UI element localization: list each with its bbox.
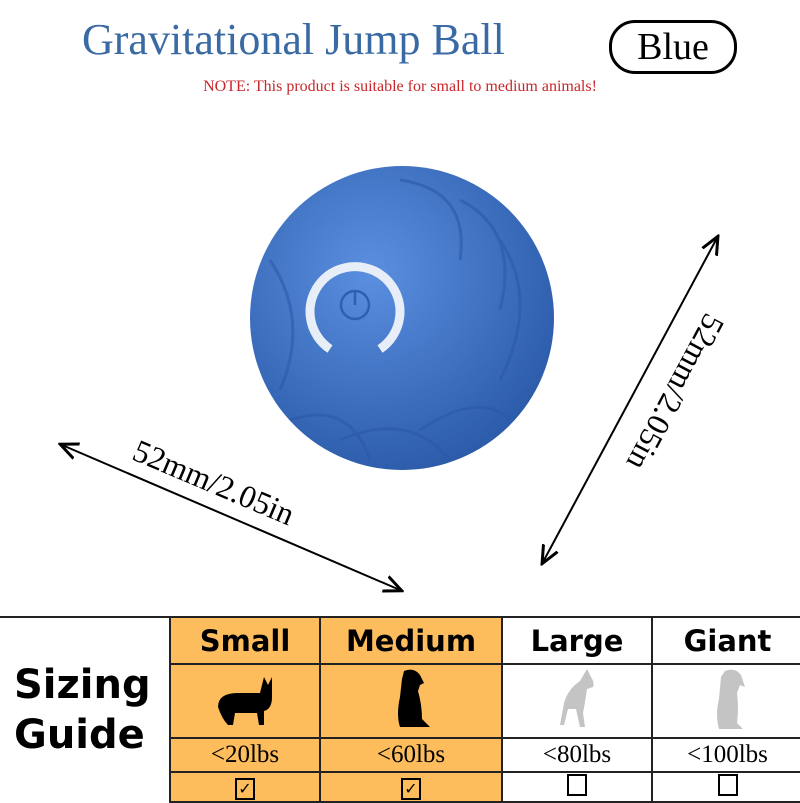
sizing-guide-table: Sizing Guide Small Medium Large Giant <20… xyxy=(0,616,800,803)
weight-giant: <100lbs xyxy=(651,737,800,773)
power-icon xyxy=(305,262,405,353)
size-small-header: Small xyxy=(169,616,321,665)
weight-small: <20lbs xyxy=(169,737,321,773)
weight-large: <80lbs xyxy=(501,737,653,773)
checkbox-medium-checked: ✓ xyxy=(401,777,421,800)
product-illustration xyxy=(0,166,800,610)
weight-medium: <60lbs xyxy=(319,737,503,773)
width-dimension-arrow xyxy=(62,445,400,590)
shepherd-dog-icon xyxy=(560,669,594,727)
suitability-note: NOTE: This product is suitable for small… xyxy=(203,78,597,95)
checkbox-small-checked: ✓ xyxy=(235,777,255,800)
sitting-dog-icon xyxy=(398,669,430,727)
sizing-guide-label: Sizing Guide xyxy=(0,616,171,802)
color-badge: Blue xyxy=(609,20,737,74)
checkbox-large-unchecked xyxy=(567,773,587,796)
size-medium-header: Medium xyxy=(319,616,503,665)
jump-ball xyxy=(250,166,554,470)
large-dog-icon xyxy=(716,669,745,729)
size-giant-header: Giant xyxy=(651,616,800,665)
corgi-icon xyxy=(218,677,272,725)
height-dimension-arrow xyxy=(543,238,717,562)
size-large-header: Large xyxy=(501,616,653,665)
product-title: Gravitational Jump Ball xyxy=(82,15,505,64)
checkbox-giant-unchecked xyxy=(717,773,738,796)
